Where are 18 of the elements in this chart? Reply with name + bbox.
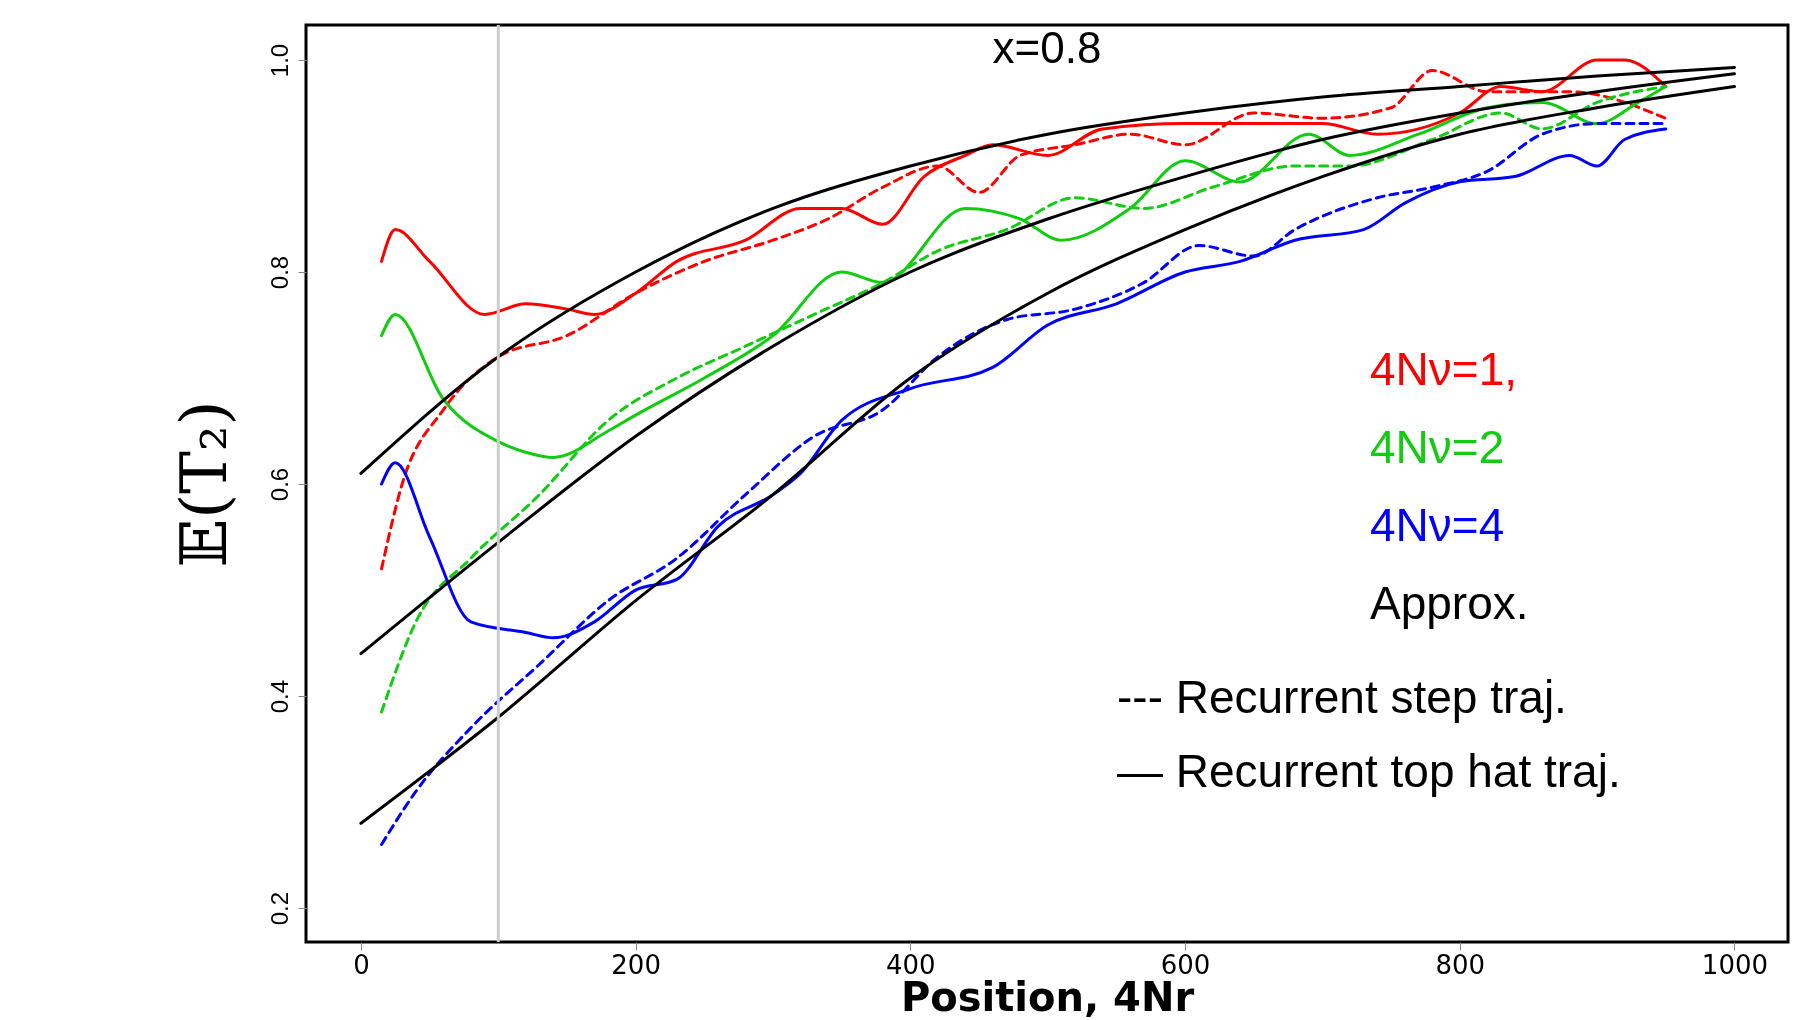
x-tick-label: 800: [1435, 949, 1486, 980]
annotation: 4Nν=4: [1370, 499, 1505, 551]
chart-title: x=0.8: [992, 22, 1102, 72]
y-tick-label: 0.8: [265, 255, 293, 290]
y-tick-label: 0.4: [265, 679, 293, 714]
y-tick-label: 1.0: [265, 43, 293, 78]
y-tick-label: 0.6: [265, 467, 293, 502]
annotation: 4Nν=1,: [1370, 343, 1518, 395]
annotation: 4Nν=2: [1370, 421, 1505, 473]
x-tick-label: 200: [611, 949, 661, 980]
x-tick-label: 1000: [1701, 949, 1769, 980]
y-axis-title: 𝔼(T₂): [166, 400, 241, 568]
annotation: Approx.: [1370, 577, 1529, 629]
x-tick-label: 0: [353, 949, 370, 980]
annotation: --- Recurrent step traj.: [1117, 671, 1567, 723]
y-tick-label: 0.2: [265, 891, 293, 926]
annotation: — Recurrent top hat traj.: [1117, 745, 1621, 797]
line-series: [359, 72, 1736, 656]
